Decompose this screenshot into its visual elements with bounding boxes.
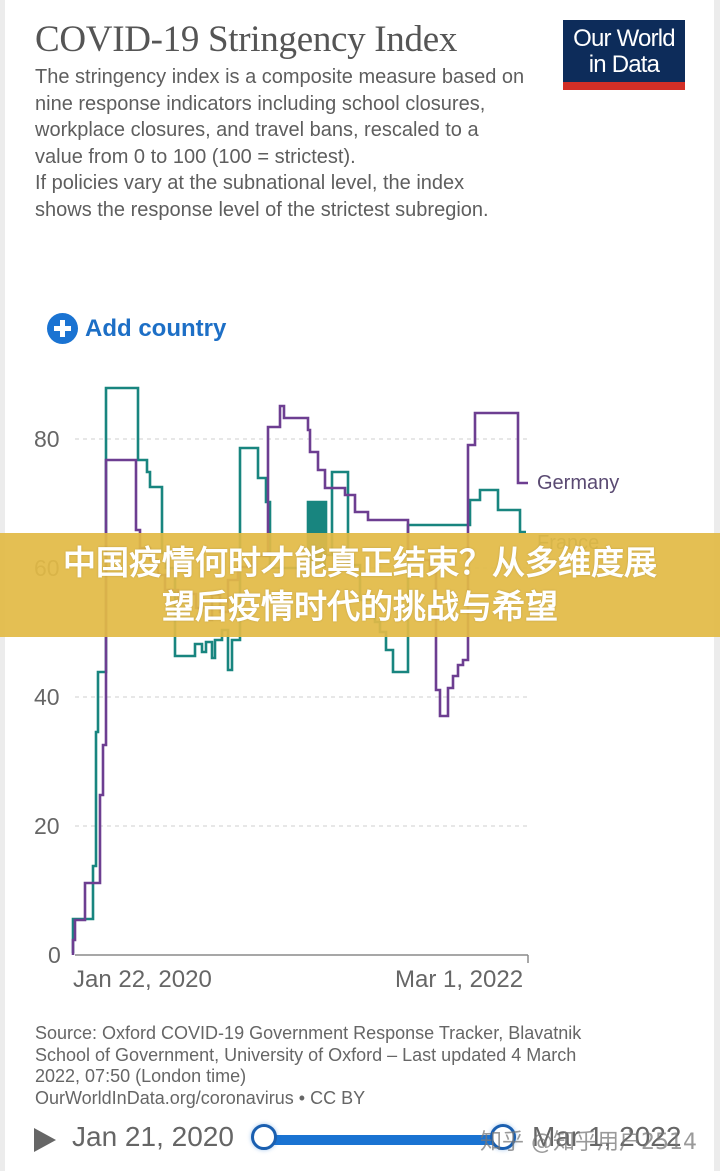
logo-line-1: Our World xyxy=(573,25,676,52)
timeline-start-date: Jan 21, 2020 xyxy=(72,1121,234,1152)
line-chart xyxy=(71,386,529,963)
source-line-2: School of Government, University of Oxfo… xyxy=(35,1044,577,1065)
y-tick-40: 40 xyxy=(34,684,60,710)
our-world-in-data-logo[interactable]: Our World in Data xyxy=(563,20,685,90)
france-line[interactable] xyxy=(71,386,526,953)
timeline-slider[interactable]: Jan 21, 2020 Mar 1, 2022 xyxy=(32,1118,692,1162)
timeline-end-handle[interactable] xyxy=(490,1124,516,1150)
timeline-track[interactable] xyxy=(272,1135,504,1145)
chart-subtitle: The stringency index is a composite meas… xyxy=(35,64,525,224)
add-country-label: Add country xyxy=(85,314,227,342)
germany-line[interactable] xyxy=(71,404,528,955)
source-line-1: Source: Oxford COVID-19 Government Respo… xyxy=(35,1023,582,1043)
plus-circle-icon xyxy=(47,313,78,344)
timeline-end-date: Mar 1, 2022 xyxy=(532,1121,682,1152)
x-tick-end: Mar 1, 2022 xyxy=(395,966,524,993)
zhihu-watermark: 知乎 @知乎用户2514 xyxy=(480,1130,697,1155)
chart-title: COVID-19 Stringency Index xyxy=(35,19,458,60)
legend-germany[interactable]: Germany xyxy=(537,472,620,494)
source-line-3: 2022, 07:50 (London time) xyxy=(35,1066,247,1086)
y-tick-0: 0 xyxy=(48,942,61,968)
source-link[interactable]: OurWorldInData.org/coronavirus • CC BY xyxy=(35,1087,366,1108)
source-note: Source: Oxford COVID-19 Government Respo… xyxy=(35,1023,655,1109)
y-tick-20: 20 xyxy=(34,813,60,839)
x-tick-start: Jan 22, 2020 xyxy=(73,966,212,993)
logo-line-2: in Data xyxy=(588,51,660,78)
play-icon[interactable] xyxy=(34,1128,56,1152)
y-tick-80: 80 xyxy=(34,426,60,452)
subtitle-paragraph-2: If policies vary at the subnational leve… xyxy=(35,172,489,221)
article-headline-banner: 中国疫情何时才能真正结束？从多维度展 望后疫情时代的挑战与希望 xyxy=(0,533,720,637)
add-country-button[interactable]: Add country xyxy=(47,313,226,344)
timeline-start-handle[interactable] xyxy=(251,1124,277,1150)
subtitle-paragraph-1: The stringency index is a composite meas… xyxy=(35,66,525,168)
banner-line-2: 望后疫情时代的挑战与希望 xyxy=(162,587,558,626)
banner-line-1: 中国疫情何时才能真正结束？从多维度展 xyxy=(63,543,657,582)
